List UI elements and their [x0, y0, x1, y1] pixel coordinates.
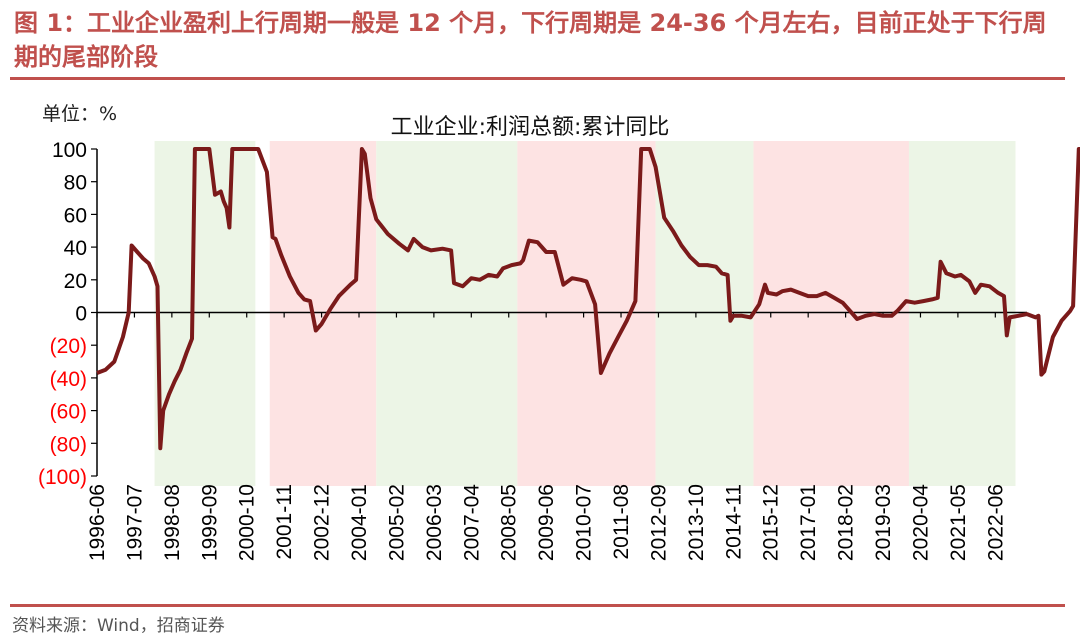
source-divider [10, 604, 1065, 607]
x-tick-label: 2000-10 [236, 484, 259, 561]
x-tick-label: 1998-08 [161, 484, 184, 561]
x-tick-label: 2014-11 [722, 484, 745, 560]
x-tick-label: 2005-02 [385, 484, 408, 561]
x-tick-label: 2022-06 [984, 484, 1007, 561]
y-tick-label: (100) [38, 466, 87, 489]
x-tick-label: 1996-06 [86, 484, 109, 561]
y-tick-label: 80 [64, 172, 87, 195]
y-tick-label: (40) [50, 368, 87, 391]
x-tick-label: 2009-06 [535, 484, 558, 561]
x-tick-label: 2004-01 [348, 484, 371, 561]
y-tick-label: (80) [50, 433, 87, 456]
y-tick-label: 40 [64, 237, 87, 260]
x-tick-label: 2013-10 [685, 484, 708, 561]
x-tick-label: 2007-04 [460, 484, 483, 561]
y-tick-label: 20 [64, 270, 87, 293]
series-line [96, 147, 1080, 451]
x-axis: 1996-06 1997-07 1998-08 1999-09 2000-10 2001-… [86, 311, 1027, 561]
cycle-bands [154, 141, 1016, 486]
down-cycle-band [753, 141, 909, 486]
down-cycle-band [517, 141, 656, 486]
x-tick-label: 2010-07 [573, 484, 596, 561]
y-tick-label: (60) [50, 401, 87, 424]
chart-title: 工业企业:利润总额:累计同比 [391, 115, 670, 140]
x-tick-label: 2019-03 [872, 484, 895, 561]
y-tick-label: 60 [64, 204, 87, 227]
x-tick-label: 2015-12 [760, 484, 783, 561]
source-note: 资料来源：Wind，招商证券 [12, 616, 225, 636]
x-tick-label: 1999-09 [198, 484, 221, 561]
x-tick-label: 2002-12 [311, 484, 334, 561]
x-tick-label: 2020-04 [909, 484, 932, 561]
x-tick-label: 2018-02 [835, 484, 858, 561]
x-tick-label: 2001-11 [273, 484, 296, 560]
x-tick-label: 2012-09 [647, 484, 670, 561]
x-tick-label: 2006-03 [423, 484, 446, 561]
title-divider [10, 77, 1065, 80]
up-cycle-band [376, 141, 518, 486]
figure-title: 图 1：工业企业盈利上行周期一般是 12 个月，下行周期是 24-36 个月左右… [14, 9, 1047, 71]
line-chart: 单位：% 工业企业:利润总额:累计同比 100 80 60 40 20 0 (20) (40)… [38, 103, 1080, 561]
x-tick-label: 2011-08 [610, 484, 633, 560]
up-cycle-band [154, 141, 256, 486]
y-tick-label: 100 [52, 139, 87, 162]
y-axis: 100 80 60 40 20 0 (20) (40) (60) (80) (100) [38, 139, 98, 489]
x-tick-label: 2008-05 [498, 484, 521, 561]
y-tick-label: (20) [50, 335, 87, 358]
up-cycle-band [655, 141, 754, 486]
x-tick-label: 2017-01 [797, 484, 820, 561]
unit-label: 单位：% [42, 103, 117, 125]
y-tick-label: 0 [75, 303, 87, 326]
up-cycle-band [908, 141, 1016, 486]
x-tick-label: 2021-05 [947, 484, 970, 561]
x-tick-label: 1997-07 [123, 484, 146, 561]
